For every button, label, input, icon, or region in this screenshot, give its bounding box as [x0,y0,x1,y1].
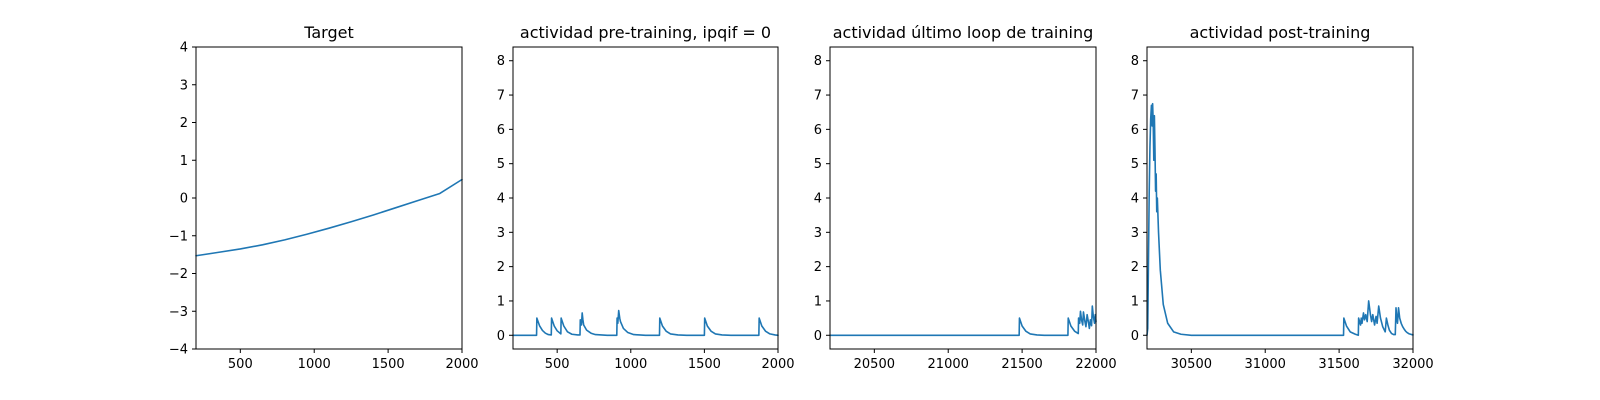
x-tick-label: 30500 [1171,357,1212,372]
y-tick-label: 4 [497,192,505,207]
series-line [512,309,779,337]
y-tick-label: 6 [814,123,822,138]
y-tick-label: 5 [1131,157,1139,172]
y-tick-label: 1 [497,294,505,309]
x-tick-label: 20500 [854,357,895,372]
y-tick-label: 1 [1131,294,1139,309]
y-tick-label: 0 [180,192,188,207]
y-tick-label: 1 [180,154,188,169]
subplot-last-training-loop: 20500 21000 21500 22000 0 1 2 3 4 5 6 7 8 actividad ú… [814,23,1117,372]
y-tick-label: −2 [169,267,188,282]
axes-frame [1146,46,1414,350]
x-tick-label: 1500 [688,357,721,372]
x-tick-label: 1000 [614,357,647,372]
y-tick-label: 8 [497,54,505,69]
y-tick-label: −3 [169,305,188,320]
y-tick-label: 3 [180,78,188,93]
chart-title: Target [303,23,354,42]
y-tick-label: 2 [814,260,822,275]
y-tick-label: 8 [1131,54,1139,69]
x-tick-label: 31000 [1245,357,1286,372]
chart-title: actividad post-training [1190,23,1371,42]
axes-frame [512,46,779,350]
chart-title: actividad último loop de training [833,23,1094,42]
y-tick-label: 3 [1131,226,1139,241]
x-tick-label: 21000 [928,357,969,372]
axes-frame [195,46,463,350]
y-tick-label: 6 [1131,123,1139,138]
y-tick-label: 2 [1131,260,1139,275]
y-tick-label: 4 [814,192,822,207]
y-tick-label: 6 [497,123,505,138]
y-tick-label: 4 [1131,192,1139,207]
y-tick-label: 8 [814,54,822,69]
subplot-pre-training: 500 1000 1500 2000 0 1 2 3 4 5 6 7 8 actividad pre-tr… [497,23,795,372]
chart-title: actividad pre-training, ipqif = 0 [520,23,771,42]
x-tick-label: 1000 [298,357,331,372]
y-tick-label: 1 [814,294,822,309]
y-tick-label: 0 [814,329,822,344]
y-tick-label: 0 [1131,329,1139,344]
x-tick-label: 31500 [1318,357,1359,372]
x-tick-label: 32000 [1392,357,1433,372]
y-tick-label: 2 [497,260,505,275]
y-tick-label: 3 [814,226,822,241]
y-tick-label: 0 [497,329,505,344]
series-line [1146,102,1414,337]
y-tick-label: 7 [1131,89,1139,104]
y-tick-label: 5 [497,157,505,172]
y-tick-label: 7 [497,89,505,104]
x-tick-label: 2000 [761,357,794,372]
series-line [829,305,1097,337]
x-tick-label: 1500 [372,357,405,372]
x-tick-label: 21500 [1001,357,1042,372]
y-tick-label: 7 [814,89,822,104]
axes-frame [829,46,1097,350]
x-tick-label: 22000 [1075,357,1116,372]
y-tick-label: 2 [180,116,188,131]
y-tick-label: 4 [180,41,188,56]
subplot-post-training: 30500 31000 31500 32000 0 1 2 3 4 5 6 7 8 actividad p… [1131,23,1434,372]
x-tick-label: 500 [228,357,253,372]
series-line [195,178,463,257]
y-tick-label: 5 [814,157,822,172]
subplot-target: 500 1000 1500 2000 −4 −3 −2 −1 0 1 2 3 4 Target [169,23,479,372]
y-tick-label: 3 [497,226,505,241]
x-tick-label: 500 [545,357,570,372]
y-tick-label: −1 [169,229,188,244]
x-tick-label: 2000 [445,357,478,372]
y-tick-label: −4 [169,343,188,358]
